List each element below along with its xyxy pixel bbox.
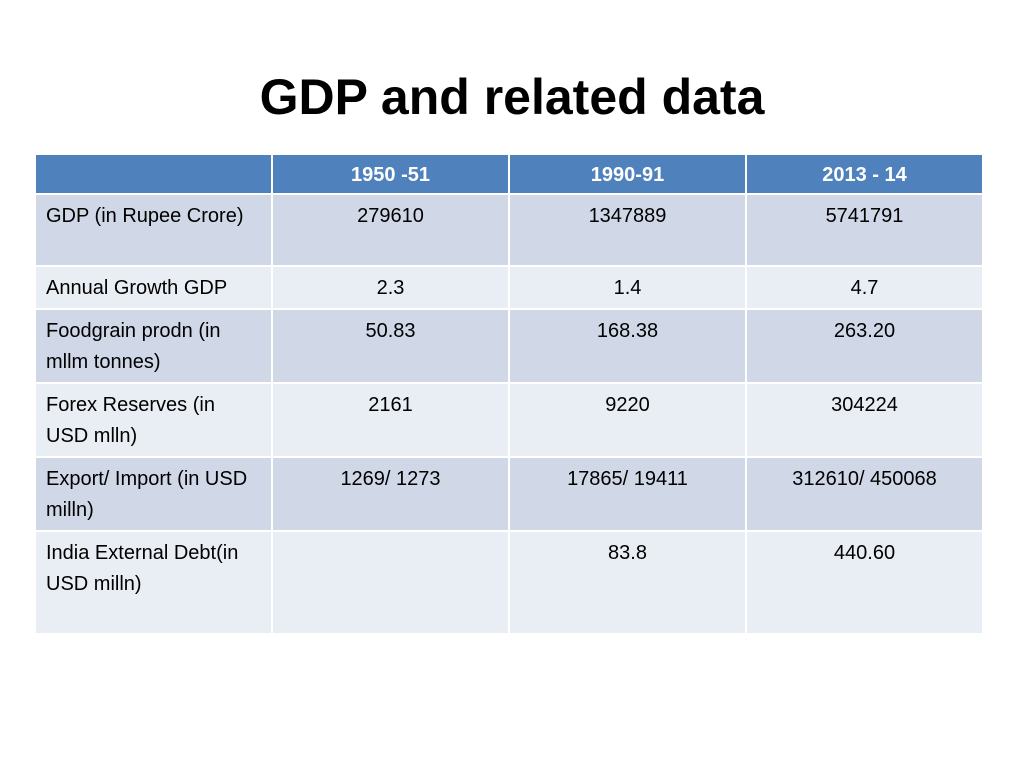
table-cell: 1347889	[508, 193, 747, 267]
table-row-forex: Forex Reserves (in USD mlln) 2161 9220 3…	[34, 382, 984, 458]
row-label: GDP (in Rupee Crore)	[34, 193, 273, 267]
table-cell: 304224	[745, 382, 984, 458]
table-cell: 440.60	[745, 530, 984, 635]
table-cell: 4.7	[745, 265, 984, 310]
table-cell: 2.3	[271, 265, 510, 310]
table-row-export-import: Export/ Import (in USD milln) 1269/ 1273…	[34, 456, 984, 532]
table-cell: 50.83	[271, 308, 510, 384]
row-label: Export/ Import (in USD milln)	[34, 456, 273, 532]
data-table: 1950 -51 1990-91 2013 - 14 GDP (in Rupee…	[34, 153, 984, 635]
table-row-gdp: GDP (in Rupee Crore) 279610 1347889 5741…	[34, 193, 984, 267]
row-label: Annual Growth GDP	[34, 265, 273, 310]
table-cell	[271, 530, 510, 635]
header-cell-2013-14: 2013 - 14	[745, 153, 984, 195]
row-label: Foodgrain prodn (in mllm tonnes)	[34, 308, 273, 384]
header-cell-empty	[34, 153, 273, 195]
table-cell: 263.20	[745, 308, 984, 384]
table-cell: 83.8	[508, 530, 747, 635]
header-row: 1950 -51 1990-91 2013 - 14	[34, 153, 984, 195]
row-label: Forex Reserves (in USD mlln)	[34, 382, 273, 458]
slide-title: GDP and related data	[259, 69, 765, 125]
table-cell: 17865/ 19411	[508, 456, 747, 532]
table-cell: 168.38	[508, 308, 747, 384]
table-row-external-debt: India External Debt(in USD milln) 83.8 4…	[34, 530, 984, 635]
table-cell: 279610	[271, 193, 510, 267]
table-cell: 1.4	[508, 265, 747, 310]
table-row-foodgrain: Foodgrain prodn (in mllm tonnes) 50.83 1…	[34, 308, 984, 384]
header-cell-1990-91: 1990-91	[508, 153, 747, 195]
row-label: India External Debt(in USD milln)	[34, 530, 273, 635]
table-row-annual-growth: Annual Growth GDP 2.3 1.4 4.7	[34, 265, 984, 310]
table-cell: 1269/ 1273	[271, 456, 510, 532]
table-cell: 9220	[508, 382, 747, 458]
table-cell: 5741791	[745, 193, 984, 267]
table-cell: 2161	[271, 382, 510, 458]
table-cell: 312610/ 450068	[745, 456, 984, 532]
header-cell-1950-51: 1950 -51	[271, 153, 510, 195]
